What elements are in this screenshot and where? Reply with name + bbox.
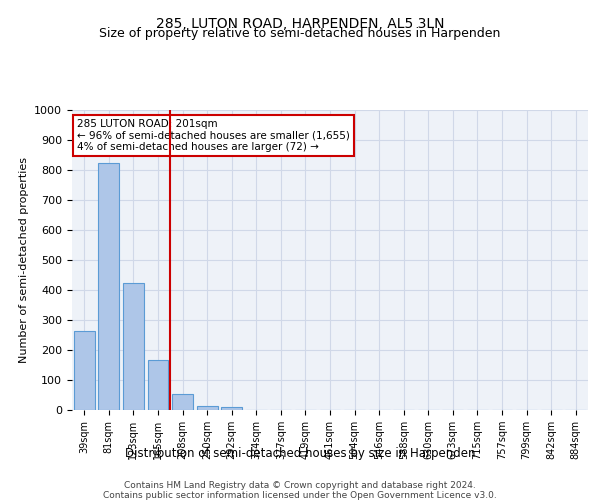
Bar — [123, 282, 144, 410]
Bar — [197, 406, 218, 410]
Y-axis label: Number of semi-detached properties: Number of semi-detached properties — [19, 157, 29, 363]
Bar — [148, 360, 169, 410]
Bar — [172, 394, 193, 410]
Text: Contains public sector information licensed under the Open Government Licence v3: Contains public sector information licen… — [103, 491, 497, 500]
Bar — [98, 162, 119, 410]
Bar — [74, 330, 95, 410]
Text: Contains HM Land Registry data © Crown copyright and database right 2024.: Contains HM Land Registry data © Crown c… — [124, 481, 476, 490]
Text: 285 LUTON ROAD: 201sqm
← 96% of semi-detached houses are smaller (1,655)
4% of s: 285 LUTON ROAD: 201sqm ← 96% of semi-det… — [77, 119, 350, 152]
Bar — [221, 407, 242, 410]
Text: Distribution of semi-detached houses by size in Harpenden: Distribution of semi-detached houses by … — [125, 448, 475, 460]
Text: 285, LUTON ROAD, HARPENDEN, AL5 3LN: 285, LUTON ROAD, HARPENDEN, AL5 3LN — [156, 18, 444, 32]
Text: Size of property relative to semi-detached houses in Harpenden: Size of property relative to semi-detach… — [100, 28, 500, 40]
